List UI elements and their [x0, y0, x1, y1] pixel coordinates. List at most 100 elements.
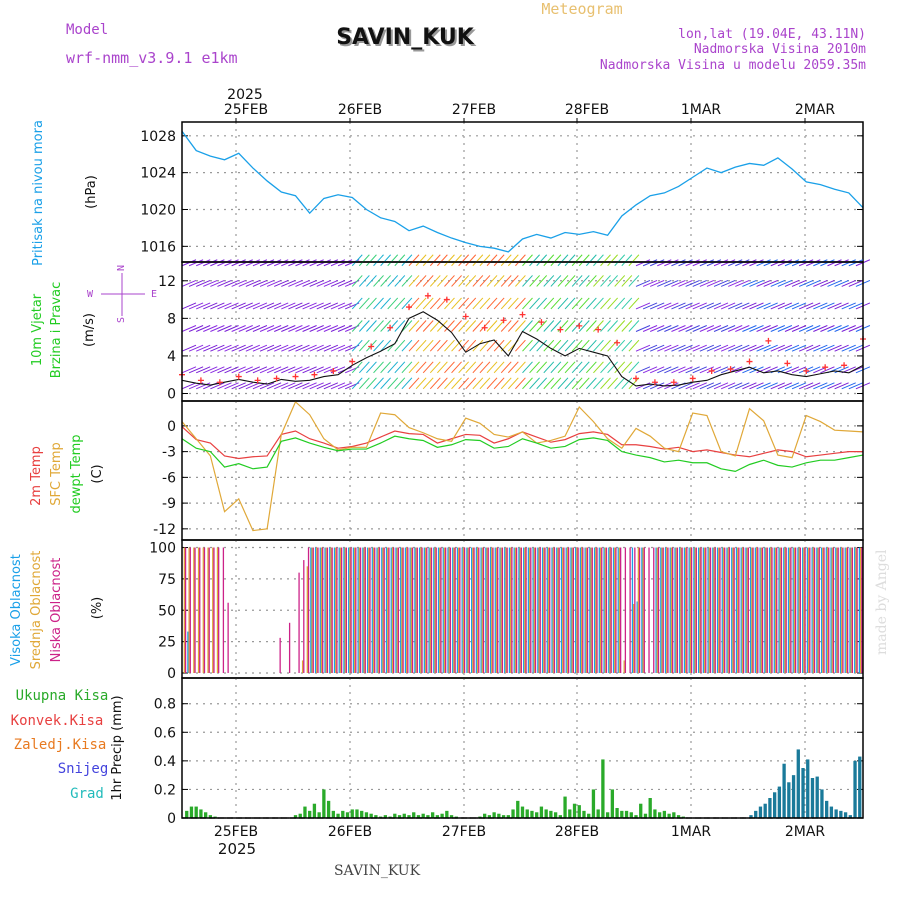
wind-barb [664, 344, 679, 352]
wind-barb [479, 377, 491, 390]
wind-barb [437, 254, 448, 267]
wind-barb [422, 275, 434, 287]
wind-barb [770, 382, 785, 390]
wind-barb [657, 366, 672, 374]
wind-gust-marker [765, 337, 772, 344]
wind-barb [401, 339, 413, 352]
wind-barb [543, 275, 555, 287]
wind-barb [316, 366, 331, 374]
wind-barb [607, 275, 618, 287]
wind-gust-marker [595, 326, 602, 333]
snow-bar [806, 759, 810, 818]
wind-barb [685, 279, 700, 287]
wind-barb [224, 259, 239, 267]
wind-barb [827, 259, 842, 267]
wind-barb [635, 279, 651, 287]
bottom-tick-label-0: 25FEB [214, 824, 258, 840]
wind-barb [195, 302, 211, 310]
wind-barb [628, 297, 640, 310]
total-rain-bar [582, 810, 586, 818]
wind-barb [422, 361, 434, 374]
wind-barb [735, 279, 750, 287]
total-rain-bar [525, 809, 529, 818]
total-rain-bar [317, 812, 321, 818]
wind-barb [791, 366, 807, 374]
bottom-date-ticks: 25FEB 26FEB 27FEB 28FEB 1MAR 2MAR [214, 824, 826, 840]
wind-barb [806, 259, 821, 267]
total-rain-bar [610, 789, 615, 818]
wind-barb [337, 344, 353, 352]
wind-barb [465, 377, 477, 390]
snow-bar [825, 800, 829, 818]
wind-barb [621, 361, 633, 374]
total-rain-bar [662, 810, 667, 818]
total-rain-bar [312, 803, 317, 818]
wind-barb [706, 382, 722, 390]
wind-barb [316, 382, 331, 390]
wind-gust-marker [311, 371, 318, 378]
wind-barb [571, 361, 583, 374]
wind-barb [500, 275, 512, 287]
wind-barb [316, 279, 331, 287]
wind-barb [444, 339, 455, 352]
panel-clouds: 0 25 50 75 100 [149, 539, 864, 682]
wind-barb [848, 302, 864, 310]
wind-barb [259, 279, 275, 287]
wind-barb [834, 279, 849, 287]
wind-barb [607, 361, 618, 374]
wind-barb [621, 320, 633, 332]
wind-barb [784, 259, 800, 267]
snow-bar [772, 792, 777, 818]
wind-barb [281, 302, 296, 310]
wind-barb [515, 361, 526, 374]
wind-barb [770, 302, 785, 310]
wind-barb [692, 366, 707, 374]
wind-barb [351, 339, 363, 352]
wind-barb [444, 254, 455, 267]
wind-barb [181, 302, 197, 310]
wind-barb [380, 275, 391, 287]
wind-barb [444, 377, 455, 390]
wind-barb [437, 361, 448, 374]
wind-barb [266, 325, 282, 332]
wind-barb [238, 279, 253, 287]
wind-barb [309, 259, 324, 267]
wind-barb [784, 344, 800, 352]
wind-barb [188, 302, 204, 310]
wind-barb [585, 320, 597, 332]
wind-barb [706, 366, 722, 374]
wind-barb [784, 279, 800, 287]
wind-barb [245, 366, 261, 374]
wind-barb [728, 302, 743, 310]
total-rain-bar [629, 812, 633, 818]
wind-barb [422, 377, 434, 390]
wind-barb [671, 279, 686, 287]
wind-barb [571, 339, 583, 352]
wind-barb [217, 302, 232, 310]
wind-barb [188, 279, 204, 287]
wind-barb [813, 302, 828, 310]
wind-barb [827, 302, 842, 310]
wind-barb [295, 259, 310, 267]
wind-barb [231, 344, 246, 352]
wind-barb [600, 361, 611, 374]
wind-barb [614, 339, 626, 352]
wind-barb [763, 259, 778, 267]
wind-barb [671, 344, 686, 352]
wind-barb [429, 297, 441, 310]
dewpt-line [181, 435, 864, 472]
wind-barb [266, 259, 282, 267]
wind-barb [543, 297, 555, 310]
wind-barb [451, 297, 462, 310]
wind-gust-marker [614, 339, 621, 346]
footer-station: SAVIN_KUK [334, 863, 421, 879]
wind-gust-marker [841, 362, 848, 369]
wind-barb [259, 259, 275, 267]
wind-barb [678, 366, 693, 374]
model-label: Model [66, 22, 108, 38]
wind-barb [444, 320, 455, 332]
wind-barb [642, 279, 658, 287]
wind-barb [600, 297, 611, 310]
wind-barb [564, 320, 576, 332]
